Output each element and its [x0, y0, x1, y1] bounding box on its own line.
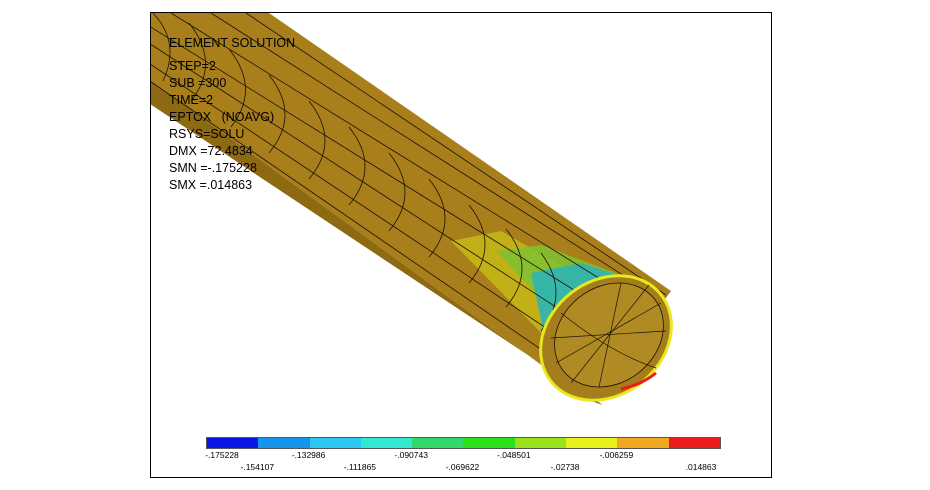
solution-info: ELEMENT SOLUTION STEP=2 SUB =300 TIME=2 …	[169, 35, 295, 194]
info-sub: SUB =300	[169, 76, 227, 90]
legend-swatch	[514, 438, 567, 448]
legend-label: -.069622	[445, 462, 480, 472]
legend-label: .014863	[685, 462, 717, 472]
tube-mesh-view	[151, 13, 673, 405]
mesh-longitudinal-lines	[151, 13, 667, 386]
legend-swatch	[463, 438, 515, 448]
legend-swatch	[258, 438, 310, 448]
legend-label: -.132986	[291, 450, 326, 460]
legend-label: -.090743	[394, 450, 428, 460]
legend-swatch	[412, 438, 464, 448]
legend-label: -.154107	[240, 462, 275, 472]
legend-swatch	[566, 438, 618, 448]
inner-mesh-lines	[550, 282, 667, 388]
mesh-ring-lines	[152, 13, 557, 332]
info-smx: SMX =.014863	[169, 178, 253, 192]
legend-swatch	[617, 438, 669, 448]
legend-label: -.175228	[205, 450, 239, 460]
info-smn: SMN =-.175228	[169, 161, 257, 175]
legend-swatch	[207, 438, 259, 448]
info-time: TIME=2	[169, 93, 214, 107]
plot-window: ELEMENT SOLUTION STEP=2 SUB =300 TIME=2 …	[150, 12, 772, 478]
legend-label: -.02738	[550, 462, 580, 472]
contour-legend-bar	[206, 437, 721, 449]
info-step: STEP=2	[169, 59, 216, 73]
info-rsys: RSYS=SOLU	[169, 127, 245, 141]
legend-label: -.048501	[497, 450, 531, 460]
legend-swatch	[668, 438, 720, 448]
tube-end-red-edge	[620, 371, 657, 391]
legend-swatch	[360, 438, 413, 448]
legend-label: -.006259	[599, 450, 634, 460]
info-component: EPTOX (NOAVG)	[169, 110, 275, 124]
solution-title: ELEMENT SOLUTION	[169, 36, 296, 50]
info-dmx: DMX =72.4834	[169, 144, 253, 158]
legend-label: -.111865	[343, 462, 377, 472]
legend-swatch	[309, 438, 361, 448]
